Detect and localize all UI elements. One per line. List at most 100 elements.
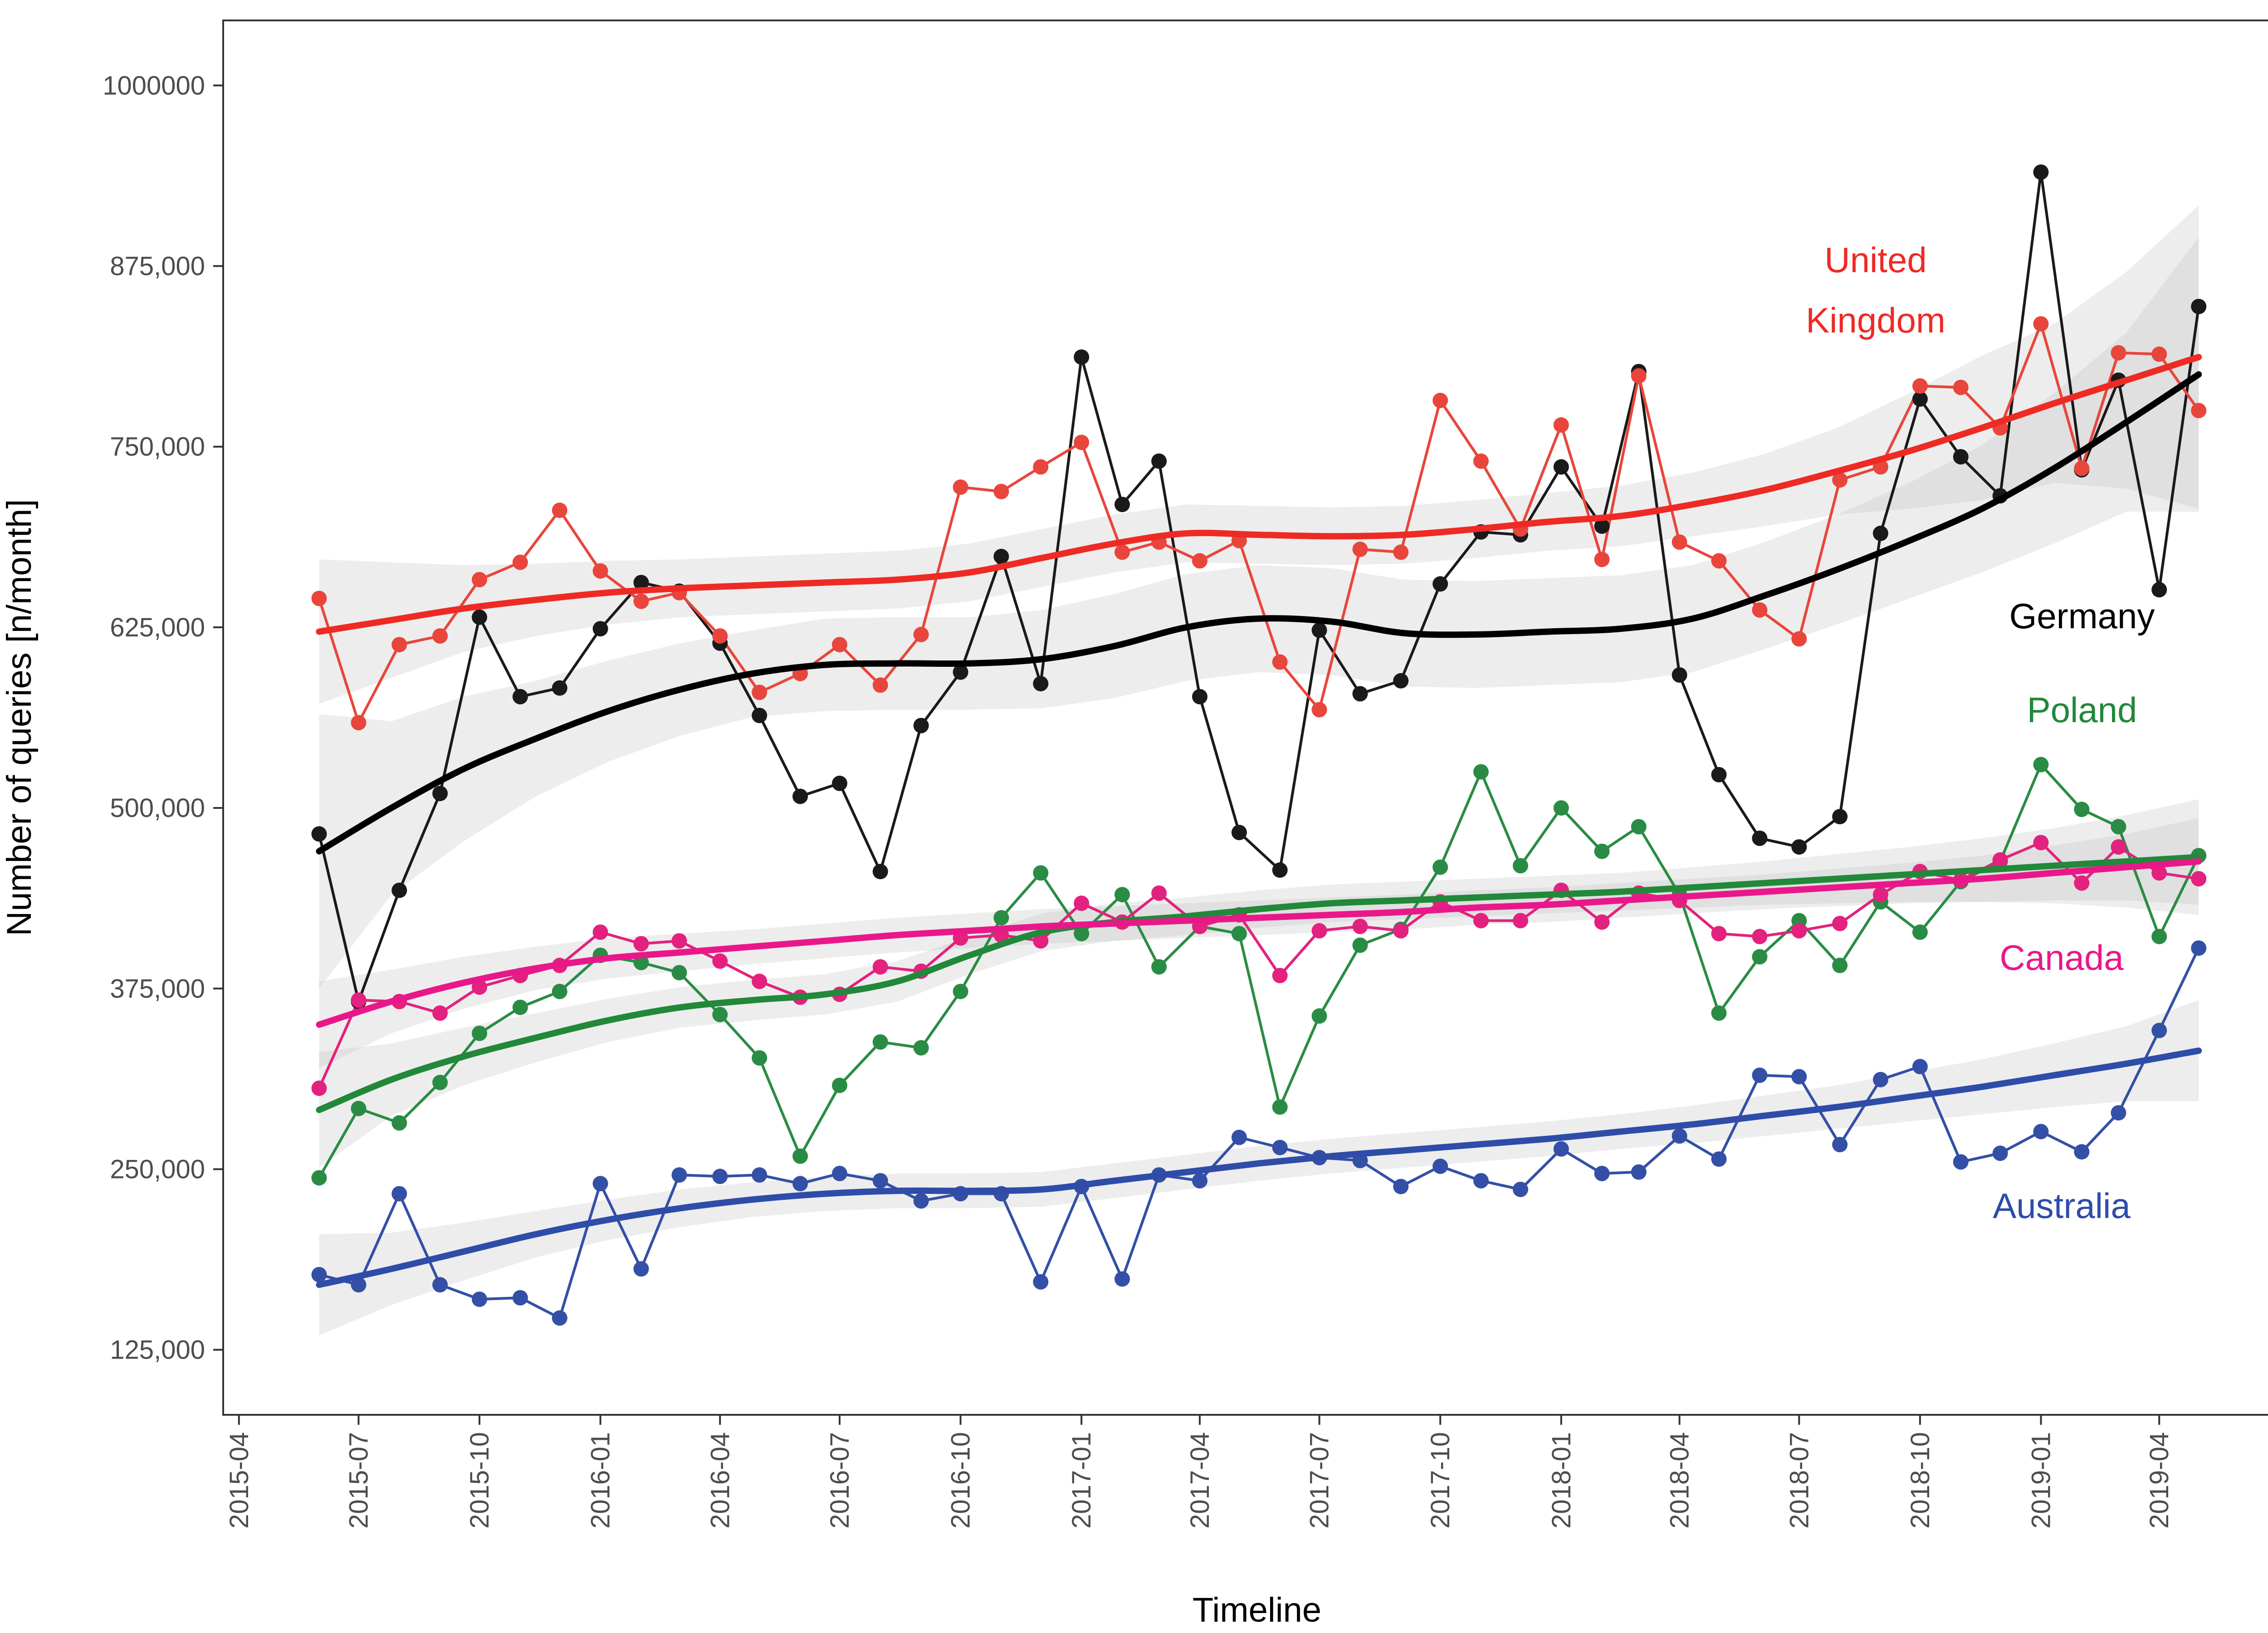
x-tick-label: 2015-04 — [225, 1432, 254, 1529]
poland-data-point — [472, 1026, 487, 1041]
germany-data-point — [1114, 497, 1130, 513]
poland-data-point — [1352, 937, 1368, 953]
poland-data-point — [1473, 764, 1489, 780]
germany-data-point — [1912, 391, 1928, 407]
australia-data-point — [2191, 940, 2207, 956]
united-kingdom-data-point — [592, 563, 608, 579]
canada-data-point — [1473, 913, 1489, 929]
poland-data-point — [1114, 887, 1130, 903]
canada-data-point — [671, 933, 687, 949]
germany-data-point — [1393, 673, 1409, 689]
united-kingdom-data-point — [1192, 553, 1207, 569]
united-kingdom-data-point — [1352, 541, 1368, 557]
x-axis: 2015-04 2015-07 2015-10 2016-01 2016-04 2016-… — [225, 1415, 2268, 1529]
australia-data-point — [1672, 1128, 1687, 1144]
united-kingdom-data-point — [1631, 368, 1647, 384]
poland-data-point — [2151, 929, 2167, 944]
canada-data-point — [351, 992, 367, 1008]
y-tick-label: 250,000 — [110, 1154, 205, 1184]
poland-data-point — [872, 1034, 888, 1050]
australia-data-point — [1513, 1182, 1528, 1198]
united-kingdom-trend-line — [316, 354, 2202, 635]
poland-data-point — [1711, 1005, 1727, 1021]
australia-data-point — [832, 1166, 847, 1181]
united-kingdom-line — [318, 323, 2200, 724]
poland-data-point — [1513, 858, 1528, 874]
united-kingdom-data-point — [1953, 380, 1969, 396]
australia-data-point — [1912, 1059, 1928, 1075]
germany-data-point — [552, 680, 567, 696]
poland-data-point — [1912, 924, 1928, 940]
australia-data-point — [432, 1277, 448, 1293]
canada-data-point — [311, 1081, 327, 1096]
australia-data-point — [1192, 1173, 1207, 1188]
trend-lines — [316, 354, 2202, 1288]
x-tick-label: 2017-10 — [1426, 1432, 1455, 1529]
germany-data-point — [633, 575, 649, 591]
united-kingdom-confidence-band — [319, 205, 2199, 704]
germany-data-point — [1553, 459, 1569, 475]
australia-data-point — [2111, 1105, 2126, 1121]
united-kingdom-data-point — [712, 628, 728, 644]
canada-data-point — [1752, 929, 1768, 944]
united-kingdom-data-point — [1393, 544, 1409, 560]
x-tick-label: 2015-07 — [344, 1432, 374, 1529]
x-tick-label: 2018-04 — [1665, 1432, 1695, 1529]
united-kingdom-data-point — [953, 479, 968, 495]
united-kingdom-data-point — [1473, 453, 1489, 469]
germany-data-point — [993, 548, 1009, 564]
poland-data-point — [1752, 949, 1768, 965]
poland-data-point — [792, 1148, 808, 1164]
united-kingdom-data-point — [1791, 631, 1807, 647]
united-kingdom-data-point — [1114, 544, 1130, 560]
australia-data-point — [351, 1277, 367, 1293]
germany-data-point — [752, 708, 767, 724]
x-tick-label: 2019-07 — [2264, 1432, 2268, 1529]
germany-data-point — [1231, 825, 1247, 841]
canada-data-point — [2074, 875, 2090, 891]
canada-label: Canada — [1999, 938, 2124, 978]
poland-data-point — [1832, 958, 1848, 973]
australia-data-point — [633, 1261, 649, 1277]
australia-data-point — [1953, 1154, 1969, 1170]
united-kingdom-data-point — [552, 502, 567, 518]
australia-trend-line — [316, 1047, 2202, 1288]
x-tick-label: 2018-01 — [1547, 1432, 1576, 1529]
x-tick-label: 2019-04 — [2145, 1432, 2174, 1529]
canada-trend-line — [316, 858, 2202, 1028]
united-kingdom-data-point — [2111, 345, 2126, 361]
germany-data-point — [832, 775, 847, 791]
germany-data-point — [1192, 689, 1207, 704]
plot-panel-border — [222, 20, 2268, 1416]
canada-data-point — [1872, 887, 1888, 903]
x-axis-title: Timeline — [1193, 1591, 1321, 1629]
poland-data-point — [1231, 926, 1247, 942]
poland-data-point — [1151, 959, 1167, 975]
poland-data-point — [432, 1075, 448, 1090]
x-tick-label: 2016-07 — [825, 1432, 855, 1529]
canada-data-point — [1393, 923, 1409, 939]
poland-data-point — [2074, 802, 2090, 817]
australia-label: Australia — [1993, 1186, 2131, 1226]
canada-data-point — [432, 1005, 448, 1021]
australia-data-point — [2033, 1124, 2049, 1139]
united-kingdom-data-point — [1432, 392, 1448, 408]
united-kingdom-data-point — [993, 484, 1009, 499]
united-kingdom-data-point — [1272, 654, 1288, 670]
united-kingdom-data-point — [1711, 553, 1727, 569]
poland-data-point — [712, 1007, 728, 1022]
united-kingdom-data-point — [633, 593, 649, 609]
germany-data-point — [1311, 622, 1327, 638]
united-kingdom-data-point — [752, 684, 767, 700]
y-tick-label: 625,000 — [110, 613, 205, 642]
y-tick-label: 125,000 — [110, 1335, 205, 1365]
y-tick-label: 1000000 — [103, 71, 205, 100]
germany-data-point — [2151, 582, 2167, 598]
united-kingdom-data-point — [391, 637, 407, 653]
poland-data-point — [311, 1170, 327, 1186]
germany-data-point — [1953, 449, 1969, 464]
australia-data-point — [1231, 1129, 1247, 1145]
poland-data-point — [1594, 843, 1610, 859]
united-kingdom-data-point — [2151, 346, 2167, 362]
